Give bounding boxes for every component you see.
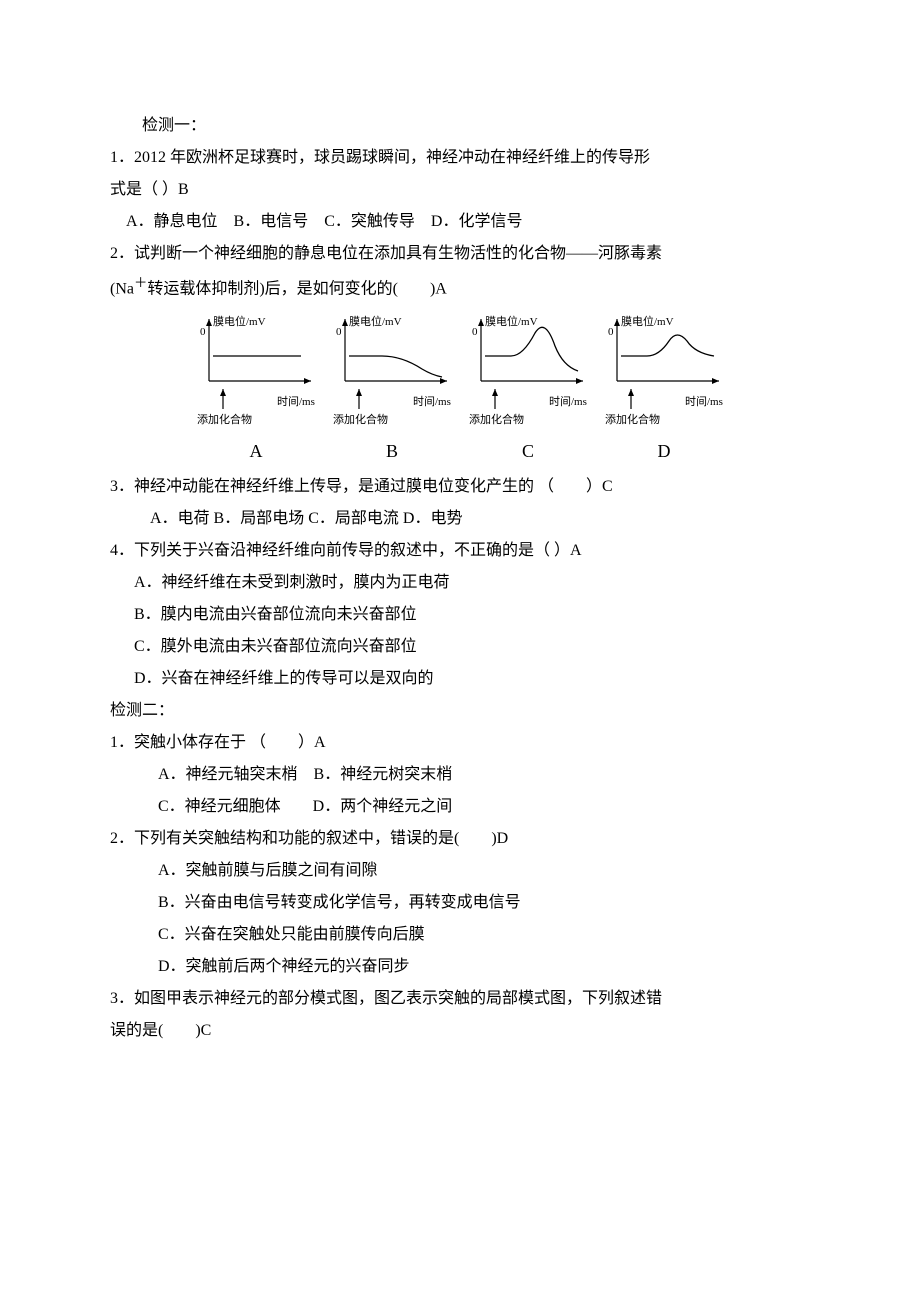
chart-letter-a: A [250, 433, 263, 469]
q4-a: A．神经纤维在未受到刺激时，膜内为正电荷 [110, 567, 810, 599]
t2-q1-row2: C．神经元细胞体 D．两个神经元之间 [110, 791, 810, 823]
t2-q2-a: A．突触前膜与后膜之间有间隙 [110, 855, 810, 887]
curve-c [485, 328, 578, 372]
q2-sup: ＋ [134, 275, 147, 290]
x-label: 时间/ms [277, 395, 315, 408]
chart-c-svg: 膜电位/mV 0 时间/ms 添加化合物 [463, 311, 593, 431]
y-label: 膜电位/mV [213, 314, 266, 328]
q4-stem: 4．下列关于兴奋沿神经纤维向前传导的叙述中，不正确的是（ ）A [110, 535, 810, 567]
chart-d-svg: 膜电位/mV 0 时间/ms 添加化合物 [599, 311, 729, 431]
q2-line2: (Na＋转运载体抑制剂)后，是如何变化的( )A [110, 270, 810, 305]
chart-b-svg: 膜电位/mV 0 时间/ms 添加化合物 [327, 311, 457, 431]
y-label: 膜电位/mV [349, 314, 402, 328]
q2-line1: 2．试判断一个神经细胞的静息电位在添加具有生物活性的化合物——河豚毒素 [110, 238, 810, 270]
x-label: 时间/ms [685, 395, 723, 408]
t2-q3-line2: 误的是( )C [110, 1015, 810, 1047]
q1-line2: 式是（ ）B [110, 174, 810, 206]
arrow-label: 添加化合物 [333, 412, 388, 426]
x-label: 时间/ms [413, 395, 451, 408]
q4-b: B．膜内电流由兴奋部位流向未兴奋部位 [110, 599, 810, 631]
arrow-label: 添加化合物 [197, 412, 252, 426]
q3-stem: 3．神经冲动能在神经纤维上传导，是通过膜电位变化产生的 （ ）C [110, 471, 810, 503]
t2-q2-d: D．突触前后两个神经元的兴奋同步 [110, 951, 810, 983]
t2-q2-stem: 2．下列有关突触结构和功能的叙述中，错误的是( )D [110, 823, 810, 855]
chart-d: 膜电位/mV 0 时间/ms 添加化合物 D [599, 311, 729, 469]
t2-q1-row1: A．神经元轴突末梢 B．神经元树突末梢 [110, 759, 810, 791]
t2-q2-b: B．兴奋由电信号转变成化学信号，再转变成电信号 [110, 887, 810, 919]
y-label: 膜电位/mV [621, 314, 674, 328]
curve-b [349, 356, 442, 377]
curve-d [621, 335, 714, 356]
y-label: 膜电位/mV [485, 314, 538, 328]
q1-options: A．静息电位 B．电信号 C．突触传导 D．化学信号 [110, 206, 810, 238]
chart-b: 膜电位/mV 0 时间/ms 添加化合物 B [327, 311, 457, 469]
q4-c: C．膜外电流由未兴奋部位流向兴奋部位 [110, 631, 810, 663]
chart-a-svg: 膜电位/mV 0 时间/ms 添加化合物 [191, 311, 321, 431]
arrow-label: 添加化合物 [605, 412, 660, 426]
zero-label: 0 [336, 326, 342, 338]
chart-c: 膜电位/mV 0 时间/ms 添加化合物 C [463, 311, 593, 469]
zero-label: 0 [608, 326, 614, 338]
q2-line2-pre: (Na [110, 280, 134, 297]
q2-line2-post: 转运载体抑制剂)后，是如何变化的( )A [147, 280, 447, 297]
t2-q1-stem: 1．突触小体存在于 （ ）A [110, 727, 810, 759]
q3-options: A．电荷 B．局部电场 C．局部电流 D．电势 [110, 503, 810, 535]
x-label: 时间/ms [549, 395, 587, 408]
chart-letter-d: D [658, 433, 671, 469]
chart-letter-c: C [522, 433, 534, 469]
chart-a: 膜电位/mV 0 时间/ms 添加化合物 A [191, 311, 321, 469]
chart-letter-b: B [386, 433, 398, 469]
zero-label: 0 [472, 326, 478, 338]
document-page: 检测一： 1．2012 年欧洲杯足球赛时，球员踢球瞬间，神经冲动在神经纤维上的传… [0, 0, 920, 1107]
arrow-label: 添加化合物 [469, 412, 524, 426]
test1-heading: 检测一： [110, 110, 810, 142]
t2-q3-line1: 3．如图甲表示神经元的部分模式图，图乙表示突触的局部模式图，下列叙述错 [110, 983, 810, 1015]
q4-d: D．兴奋在神经纤维上的传导可以是双向的 [110, 663, 810, 695]
zero-label: 0 [200, 326, 206, 338]
t2-q2-c: C．兴奋在突触处只能由前膜传向后膜 [110, 919, 810, 951]
charts-row: 膜电位/mV 0 时间/ms 添加化合物 A 膜电位/mV 0 [110, 311, 810, 469]
q1-line1: 1．2012 年欧洲杯足球赛时，球员踢球瞬间，神经冲动在神经纤维上的传导形 [110, 142, 810, 174]
test2-heading: 检测二： [110, 695, 810, 727]
